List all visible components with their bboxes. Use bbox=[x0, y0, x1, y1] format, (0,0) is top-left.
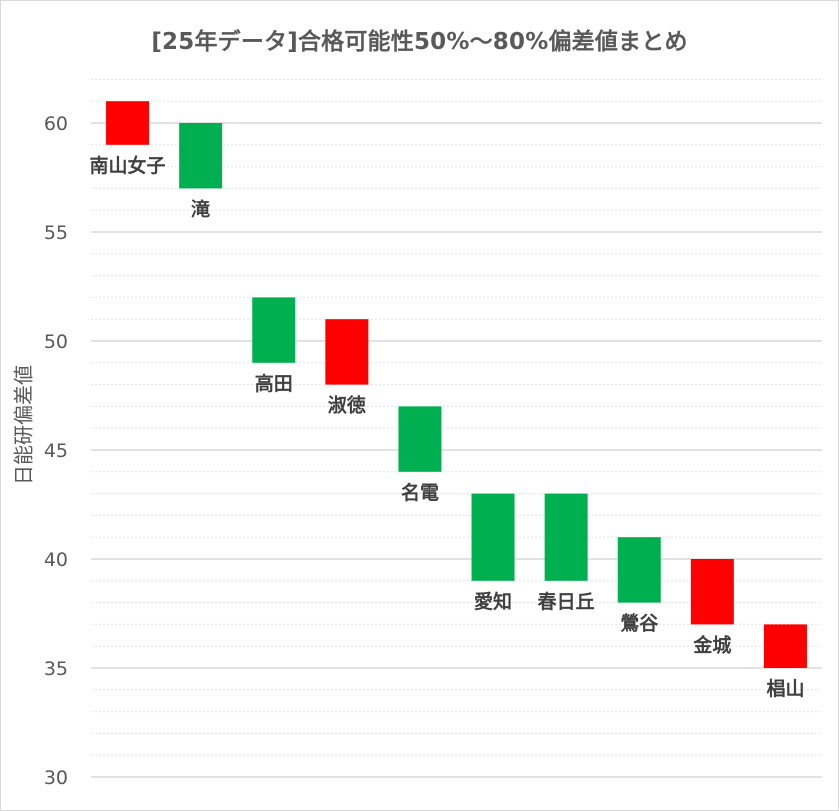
bar-椙山 bbox=[763, 624, 807, 668]
bar-label: 愛知 bbox=[474, 590, 512, 613]
y-tick-label: 30 bbox=[44, 767, 68, 789]
bar-名電 bbox=[398, 406, 442, 472]
bar-南山女子 bbox=[106, 101, 150, 145]
bar-label: 鶯谷 bbox=[620, 612, 659, 635]
chart-title: [25年データ]合格可能性50%〜80%偏差値まとめ bbox=[151, 29, 688, 55]
bar-春日丘 bbox=[544, 493, 588, 581]
y-tick-label: 40 bbox=[44, 549, 68, 571]
bar-label: 金城 bbox=[692, 633, 731, 656]
y-tick-label: 35 bbox=[44, 658, 68, 680]
y-tick-label: 60 bbox=[44, 113, 68, 135]
bar-鶯谷 bbox=[617, 537, 661, 603]
bar-淑徳 bbox=[325, 319, 369, 385]
bar-label: 南山女子 bbox=[90, 154, 166, 177]
bar-高田 bbox=[252, 297, 296, 363]
y-tick-label: 45 bbox=[44, 440, 68, 462]
bar-金城 bbox=[690, 559, 734, 625]
bar-label: 春日丘 bbox=[538, 590, 595, 613]
bar-label: 高田 bbox=[255, 372, 293, 395]
bar-滝 bbox=[179, 123, 223, 189]
bar-label: 名電 bbox=[401, 481, 439, 504]
bar-label: 淑徳 bbox=[328, 394, 366, 417]
y-tick-label: 55 bbox=[44, 222, 68, 244]
bar-label: 滝 bbox=[191, 197, 210, 220]
bar-label: 椙山 bbox=[766, 677, 804, 700]
y-tick-label: 50 bbox=[44, 331, 68, 353]
bar-愛知 bbox=[471, 493, 515, 581]
